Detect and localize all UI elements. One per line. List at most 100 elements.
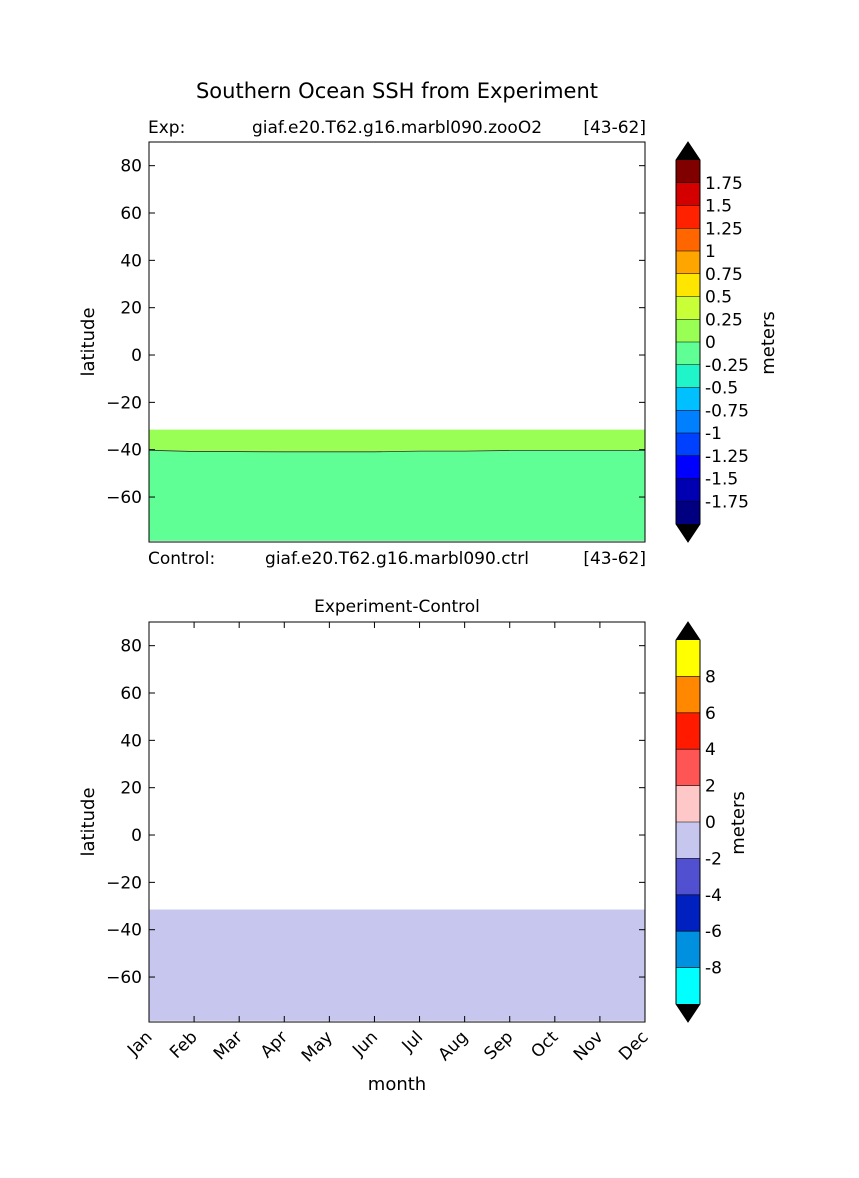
top-colorbar-swatch (676, 455, 700, 479)
bottom-colorbar-swatch (676, 640, 700, 677)
bottom-ytick-label: 0 (131, 826, 142, 846)
bottom-plot-area: 80 60 40 20 0 −20 −40 −60 Jan Feb Mar Apr May Jun Jul… (106, 621, 653, 1066)
bottom-ytick-label: 40 (120, 731, 142, 751)
top-colorbar-tick-label: -1.75 (705, 492, 749, 512)
top-colorbar-tick-label: 0.75 (705, 265, 743, 285)
top-colorbar-tick-label: -1.5 (705, 470, 738, 490)
top-colorbar-tick-label: -1 (705, 424, 722, 444)
top-colorbar-tick-label: -1.25 (705, 447, 749, 467)
top-colorbar-swatch (676, 342, 700, 365)
top-colorbar-tick-label: 1.75 (705, 174, 743, 194)
top-colorbar-tick-label: 1.25 (705, 219, 743, 239)
bottom-xtick-label: Apr (257, 1027, 292, 1062)
top-control-case: giaf.e20.T62.g16.marbl090.ctrl (265, 549, 529, 569)
figure-title: Southern Ocean SSH from Experiment (196, 79, 598, 103)
top-ytick-label: 40 (120, 251, 142, 271)
bottom-xtick-label: Jul (398, 1027, 427, 1056)
bottom-colorbar-tick-label: -8 (705, 959, 722, 979)
top-colorbar-tick-label: -0.25 (705, 356, 749, 376)
top-colorbar-swatch (676, 273, 700, 297)
bottom-colorbar-tick-label: 2 (705, 777, 716, 797)
top-region-upper (149, 429, 645, 452)
bottom-xtick-label: May (298, 1027, 337, 1066)
bottom-xtick-label: Jan (123, 1027, 156, 1060)
top-colorbar-tick-label: -0.5 (705, 379, 738, 399)
top-ytick-label: 60 (120, 204, 142, 224)
top-ytick-label: 80 (120, 157, 142, 177)
top-contour-line (148, 449, 645, 453)
bottom-field-regions (149, 909, 645, 1021)
top-ylabel: latitude (78, 307, 99, 376)
top-colorbar-tick-label: -0.75 (705, 401, 749, 421)
bottom-colorbar-label: meters (728, 791, 749, 855)
bottom-xtick-label: Dec (615, 1027, 652, 1064)
bottom-xtick-label: Jun (348, 1027, 382, 1061)
bottom-colorbar-tick-label: -4 (705, 886, 722, 906)
top-y-ticks: 80 60 40 20 0 −20 −40 −60 (106, 157, 645, 508)
bottom-colorbar-extend-low (676, 1004, 700, 1022)
bottom-xlabel: month (368, 1074, 426, 1095)
top-ytick-label: −40 (106, 441, 142, 461)
top-colorbar-tick-label: 0.25 (705, 310, 743, 330)
bottom-ytick-label: −20 (106, 873, 142, 893)
top-exp-case: giaf.e20.T62.g16.marbl090.zooO2 (252, 118, 542, 138)
bottom-colorbar-tick-label: -6 (705, 922, 722, 942)
bottom-colorbar-swatch (676, 858, 700, 895)
top-colorbar-extend-high (676, 142, 700, 160)
top-colorbar-label: meters (758, 311, 779, 375)
top-colorbar-swatch (676, 387, 700, 411)
bottom-ytick-label: 20 (120, 779, 142, 799)
top-colorbar: 1.75 1.51.25 1 0.75 0.50.25 0 -0.25 -0.5-0.75 -1… (675, 141, 749, 543)
top-exp-label: Exp: (148, 118, 185, 138)
top-colorbar-swatch (676, 228, 700, 251)
bottom-colorbar-swatch (676, 712, 700, 750)
top-ytick-label: 0 (131, 346, 142, 366)
top-exp-years: [43-62] (583, 118, 646, 138)
top-control-label: Control: (148, 549, 215, 569)
bottom-region (149, 909, 645, 1021)
bottom-ytick-label: 80 (120, 637, 142, 657)
top-plot-area: 80 60 40 20 0 −20 −40 −60 (106, 141, 646, 543)
bottom-colorbar-swatch (676, 894, 700, 932)
bottom-ylabel: latitude (78, 787, 99, 856)
top-colorbar-swatch (676, 501, 700, 524)
bottom-xtick-label: Sep (480, 1027, 517, 1064)
bottom-xtick-label: Feb (166, 1027, 201, 1062)
bottom-plot-frame (148, 621, 646, 1023)
bottom-xtick-label: Aug (435, 1027, 473, 1065)
bottom-colorbar-tick-label: -2 (705, 849, 722, 869)
top-colorbar-swatch (676, 478, 700, 502)
top-colorbar-swatch (676, 364, 700, 388)
bottom-xtick-label: Mar (210, 1027, 247, 1064)
top-colorbar-outline (675, 141, 701, 543)
bottom-colorbar-tick-label: 0 (705, 813, 716, 833)
bottom-colorbar-swatch (676, 822, 700, 859)
top-colorbar-swatch (676, 296, 700, 320)
top-colorbar-tick-label: 0.5 (705, 288, 732, 308)
bottom-colorbar-swatch (676, 676, 700, 713)
bottom-colorbar-tick-label: 4 (705, 740, 716, 760)
top-field-regions (149, 429, 645, 541)
bottom-ytick-label: −40 (106, 921, 142, 941)
top-colorbar-tick-label: 1.5 (705, 197, 732, 217)
bottom-colorbar-outline (675, 621, 701, 1023)
top-colorbar-swatch (676, 182, 700, 206)
bottom-colorbar-swatch (676, 749, 700, 786)
top-colorbar-swatch (676, 410, 700, 433)
bottom-y-ticks: 80 60 40 20 0 −20 −40 −60 (106, 637, 645, 988)
top-colorbar-swatch (676, 433, 700, 456)
top-plot-frame (148, 141, 646, 543)
bottom-ytick-label: 60 (120, 684, 142, 704)
top-colorbar-tick-label: 0 (705, 333, 716, 353)
top-region-lower (149, 450, 645, 541)
top-ytick-label: −20 (106, 393, 142, 413)
top-panel: Exp: giaf.e20.T62.g16.marbl090.zooO2 [43… (78, 118, 779, 569)
bottom-colorbar-swatch (676, 785, 700, 822)
bottom-colorbar-extend-high (676, 622, 700, 640)
bottom-xtick-label: Oct (527, 1027, 562, 1062)
bottom-ytick-label: −60 (106, 968, 142, 988)
top-colorbar-extend-low (676, 524, 700, 542)
bottom-colorbar-swatch (676, 931, 700, 968)
